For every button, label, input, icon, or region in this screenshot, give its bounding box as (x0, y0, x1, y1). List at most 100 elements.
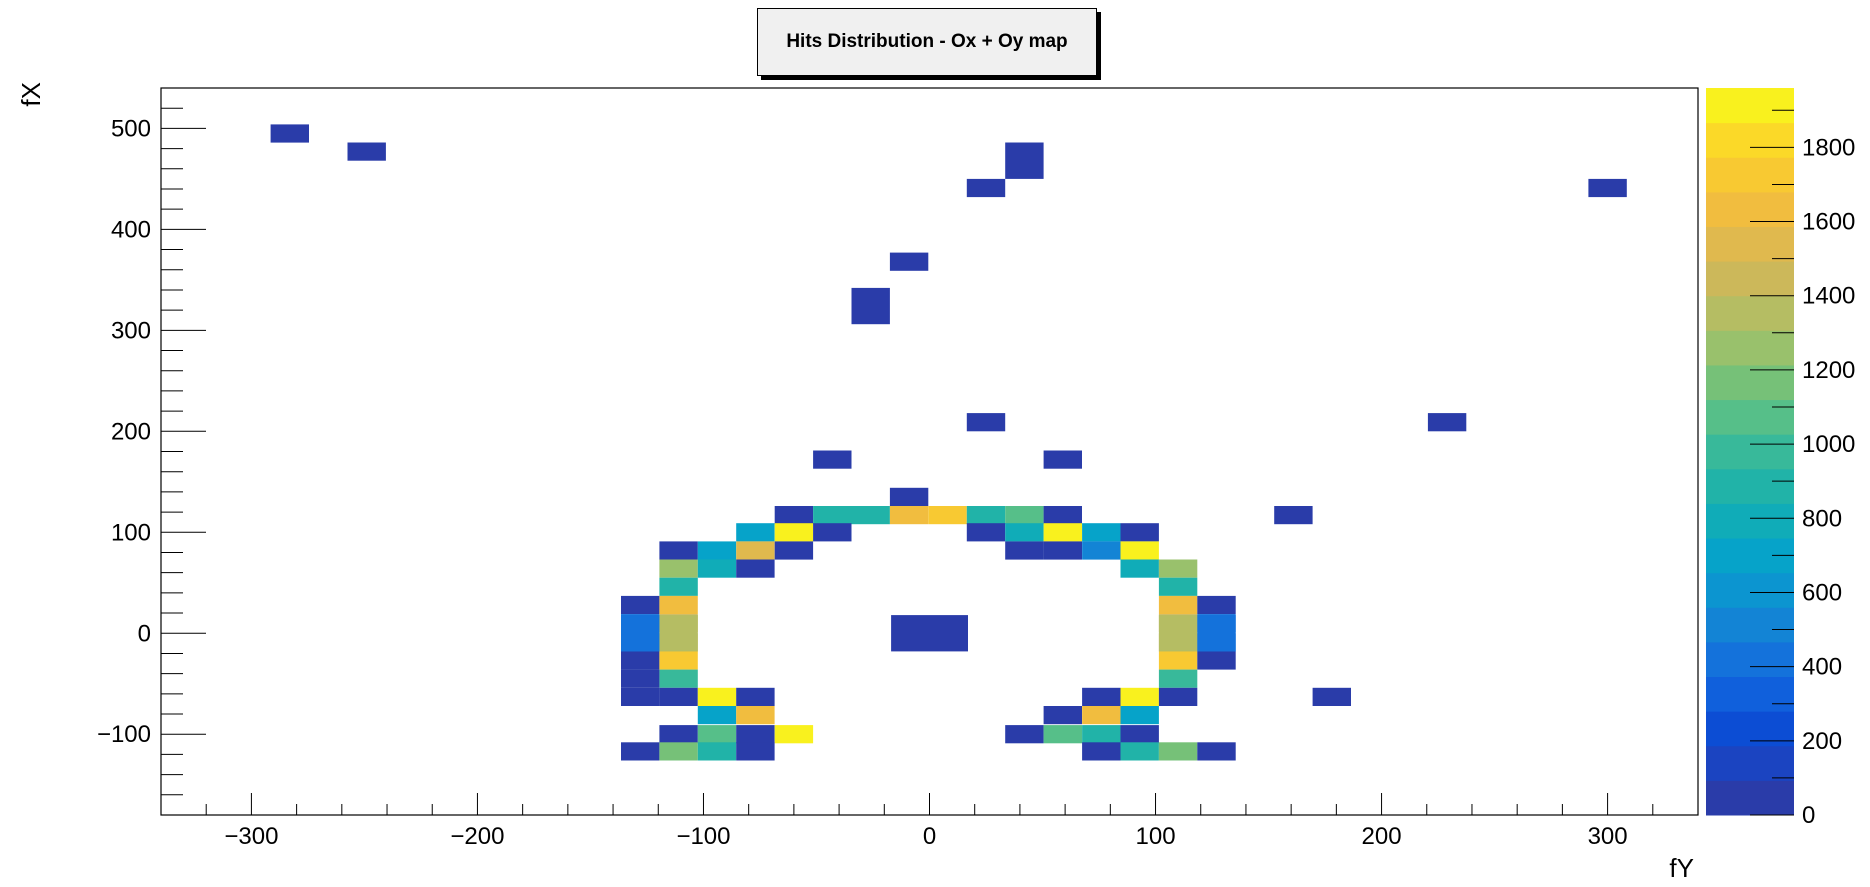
colorbar-band (1706, 780, 1794, 816)
heatmap-cell (1005, 725, 1044, 744)
heatmap-cell (1158, 687, 1198, 706)
heatmap-cell (966, 413, 1006, 432)
heatmap-cell (659, 742, 698, 761)
colorbar-band (1706, 434, 1794, 470)
heatmap-cell (1005, 142, 1044, 179)
colorbar-band (1706, 226, 1794, 262)
heatmap-cell (659, 725, 698, 744)
heatmap-cell (1158, 742, 1198, 761)
heatmap-cell (1005, 506, 1044, 525)
heatmap-cell (889, 506, 929, 525)
heatmap-cell (966, 523, 1006, 542)
z-tick-label: 1800 (1802, 134, 1855, 161)
heatmap-cell (270, 124, 309, 143)
heatmap-cell (1120, 706, 1159, 725)
y-tick-label: 500 (111, 115, 151, 142)
colorbar-band (1706, 572, 1794, 608)
colorbar-band (1706, 503, 1794, 539)
y-tick-label: 300 (111, 317, 151, 344)
heatmap-cell (697, 725, 737, 744)
heatmap-cell (736, 541, 775, 560)
x-tick-label: −100 (676, 823, 730, 850)
heatmap-cell (697, 541, 737, 560)
colorbar-band (1706, 330, 1794, 366)
colorbar-band (1706, 607, 1794, 643)
z-tick-label: 1000 (1802, 431, 1855, 458)
heatmap-cell (1120, 725, 1159, 744)
heatmap-cell (736, 742, 775, 761)
heatmap-cell (621, 742, 660, 761)
heatmap-cell (1158, 559, 1198, 578)
heatmap-cell (621, 687, 660, 706)
colorbar-band (1706, 641, 1794, 678)
heatmap-cell (1197, 615, 1236, 652)
x-tick-label: 300 (1588, 823, 1628, 850)
heatmap-cell (659, 541, 698, 560)
heatmap-cell (1158, 615, 1198, 652)
heatmap-cell (1197, 742, 1236, 761)
heatmap-cell (659, 595, 698, 615)
y-tick-label: 400 (111, 216, 151, 243)
heatmap-cell (697, 742, 737, 761)
z-tick-label: 200 (1802, 728, 1842, 755)
heatmap-cell (1082, 725, 1121, 744)
heatmap-cell (659, 669, 698, 688)
heatmap-cell (966, 178, 1006, 198)
heatmap-cell (659, 577, 698, 596)
heatmap-cell (659, 687, 698, 706)
colorbar-band (1706, 676, 1794, 712)
heatmap-cell (659, 615, 698, 652)
heatmap-cell (1158, 595, 1198, 615)
heatmap-cell (1274, 506, 1313, 525)
heatmap-cell (813, 523, 852, 542)
heatmap-cell (774, 541, 814, 560)
heatmap-cell (1158, 651, 1198, 670)
heatmap-cell (347, 142, 386, 161)
y-tick-label: 100 (111, 519, 151, 546)
heatmap-cell (966, 506, 1006, 525)
heatmap-cell (659, 651, 698, 670)
heatmap-cell (621, 669, 660, 688)
heatmap-cell (1120, 523, 1159, 542)
colorbar-band (1706, 468, 1794, 504)
heatmap-cell (813, 506, 852, 525)
z-tick-label: 800 (1802, 505, 1842, 532)
heatmap-cell (1082, 687, 1121, 706)
heatmap-cell (774, 725, 814, 744)
heatmap-cell (1082, 742, 1121, 761)
heatmap-cell (697, 559, 737, 578)
heatmap-cell (891, 615, 968, 652)
heatmap-cell (1120, 541, 1159, 560)
heatmap-cell (697, 706, 737, 725)
heatmap-cell (621, 615, 660, 652)
x-tick-label: −200 (450, 823, 504, 850)
heatmap-cell (621, 651, 660, 670)
colorbar-band (1706, 295, 1794, 331)
heatmap-cell (1043, 706, 1082, 725)
heatmap-cell (1427, 413, 1467, 432)
heatmap-cell (813, 450, 852, 469)
heatmap-cell (1005, 541, 1044, 560)
colorbar-band (1706, 364, 1794, 401)
y-tick-label: 0 (138, 620, 151, 647)
colorbar-band (1706, 745, 1794, 781)
heatmap-cell (1197, 651, 1236, 670)
heatmap-cell (1197, 595, 1236, 615)
heatmap-cell (1082, 706, 1121, 725)
heatmap-cell (851, 287, 890, 325)
heatmap-cell (621, 595, 660, 615)
colorbar-band (1706, 157, 1794, 193)
heatmap-cell (1120, 559, 1159, 578)
heatmap-cell (1043, 541, 1082, 560)
x-axis-label: fY (1669, 853, 1694, 882)
z-tick-label: 1400 (1802, 283, 1855, 310)
heatmap-cell (1043, 523, 1082, 542)
heatmap-cell (1043, 450, 1082, 469)
heatmap-cell (736, 523, 775, 542)
x-tick-label: 0 (923, 823, 936, 850)
heatmap-cell (736, 559, 775, 578)
heatmap-cell (736, 725, 775, 744)
heatmap-cell (736, 687, 775, 706)
heatmap-cell (851, 506, 890, 525)
